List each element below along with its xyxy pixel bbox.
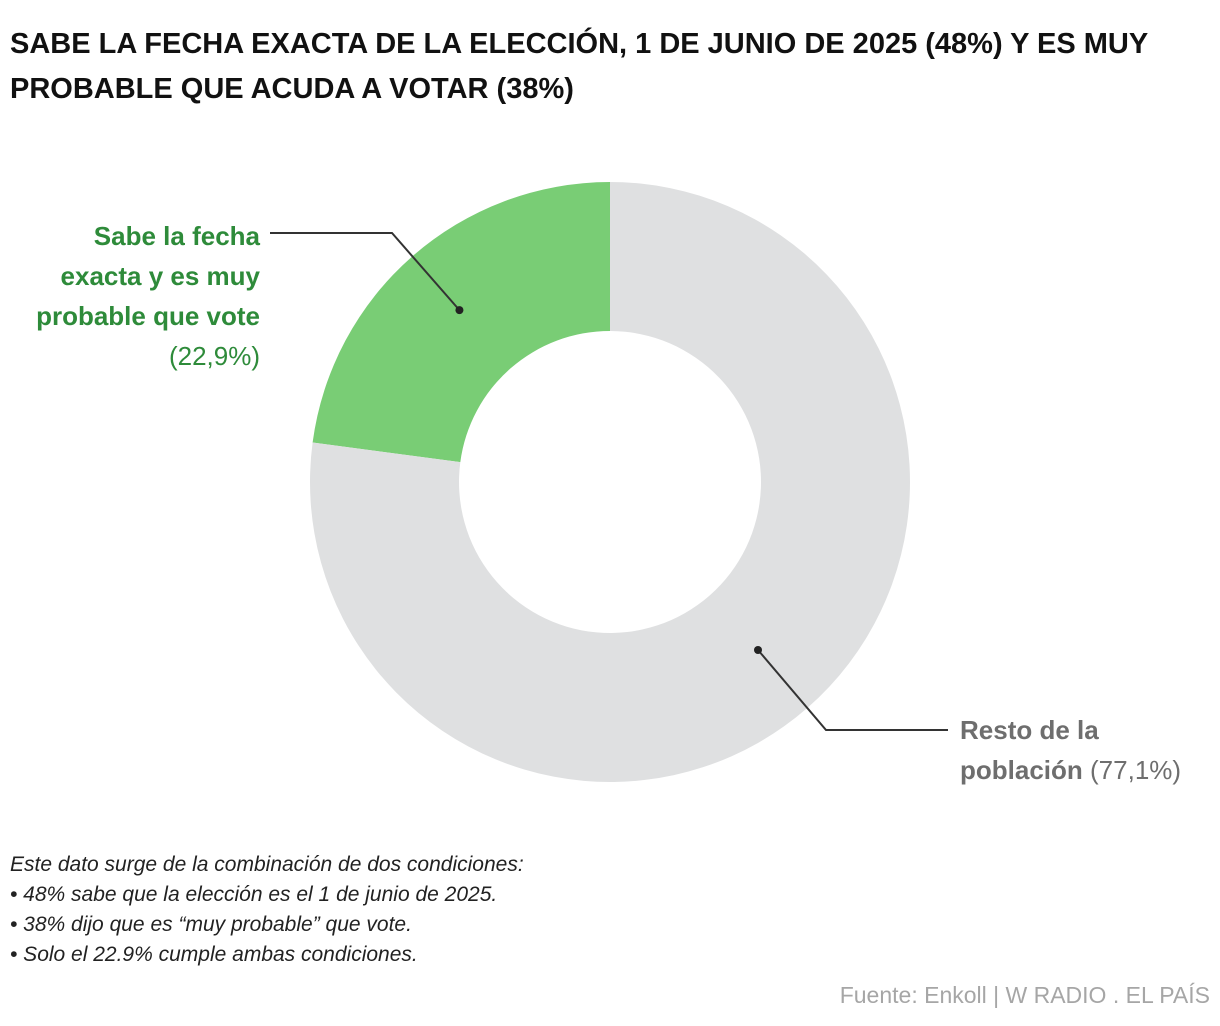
footnote-item: • Solo el 22.9% cumple ambas condiciones… [10, 943, 418, 966]
slice-label-resto-line1: Resto de la [960, 715, 1099, 745]
footnote-item: • 48% sabe que la elección es el 1 de ju… [10, 883, 498, 906]
slice-value-sabe-fecha: (22,9%) [168, 341, 260, 371]
slice-label-sabe-fecha: Sabe la fecha exacta y es muy probable q… [36, 216, 260, 376]
footnote-item: • 38% dijo que es “muy probable” que vot… [10, 913, 412, 936]
leader-resto-dot [754, 646, 762, 654]
chart-title: SABE LA FECHA EXACTA DE LA ELECCIÓN, 1 D… [10, 28, 1148, 105]
footnote-intro: Este dato surge de la combinación de dos… [10, 853, 524, 876]
slice-sabe-fecha [312, 182, 610, 463]
leader-resto-line [757, 649, 948, 731]
slice-label-sabe-fecha-line2: exacta y es muy [60, 261, 260, 291]
slice-label-resto-line2: población [960, 755, 1083, 785]
slice-resto [310, 182, 910, 782]
source-credit: Fuente: Enkoll | W RADIO . EL PAÍS [839, 982, 1210, 1008]
leader-sabe-fecha-line [270, 232, 461, 311]
slice-value-resto: (77,1%) [1090, 755, 1182, 785]
slice-label-sabe-fecha-line3: probable que vote [36, 301, 260, 331]
slice-label-sabe-fecha-line1: Sabe la fecha [93, 221, 260, 251]
slice-label-resto: Resto de la población (77,1%) [960, 710, 1210, 790]
footnote: Este dato surge de la combinación de dos… [10, 850, 910, 970]
leader-sabe-fecha-dot [455, 306, 464, 315]
